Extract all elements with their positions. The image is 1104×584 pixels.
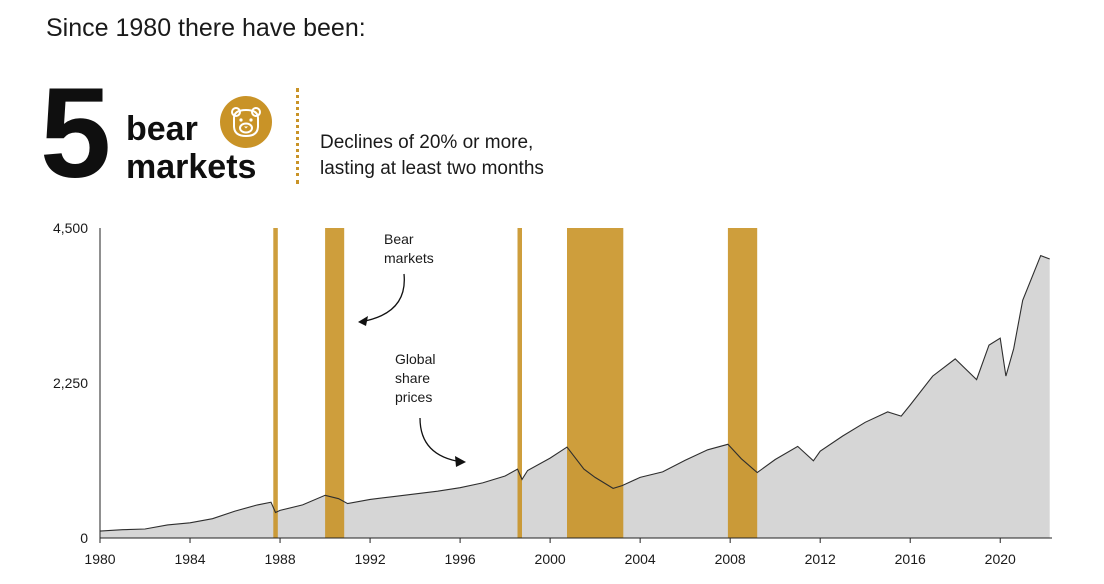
y-tick-label: 0 xyxy=(80,530,88,546)
definition-line-2: lasting at least two months xyxy=(320,158,544,179)
x-tick-label: 2008 xyxy=(715,551,746,567)
annotation-arrowhead-share xyxy=(455,456,466,467)
bear-market-band-4 xyxy=(567,228,624,538)
share-price-chart: 0 2,250 4,500 1980 1984 1988 1992 1996 2000 2004 2… xyxy=(53,220,1052,567)
annotation-arrow-share xyxy=(419,417,463,463)
intro-heading: Since 1980 there have been: xyxy=(46,14,366,42)
x-tick-label: 2004 xyxy=(625,551,656,567)
x-tick-label: 1996 xyxy=(445,551,476,567)
label-line-markets: markets xyxy=(126,148,257,186)
bear-badge xyxy=(220,96,272,148)
annotation-global-share-prices: Global xyxy=(395,351,435,367)
x-tick-label: 1988 xyxy=(264,551,295,567)
bear-count: 5 xyxy=(40,62,111,205)
y-tick-label: 4,500 xyxy=(53,220,88,236)
bear-definition: Declines of 20% or more, lasting at leas… xyxy=(320,130,544,182)
annotation-bear-markets: markets xyxy=(384,250,434,266)
share-price-area xyxy=(100,255,1050,538)
bear-markets-label: bear markets xyxy=(126,110,256,186)
x-tick-label: 2020 xyxy=(985,551,1016,567)
bear-market-band-3 xyxy=(517,228,522,538)
definition-line-1: Declines of 20% or more, xyxy=(320,132,534,153)
annotation-global-share-prices: share xyxy=(395,370,430,386)
share-price-line xyxy=(99,254,1050,532)
annotation-arrowhead-bear xyxy=(358,316,368,326)
x-tick-label: 1980 xyxy=(84,551,115,567)
x-tick-label: 2016 xyxy=(895,551,926,567)
bear-market-band-2 xyxy=(325,228,345,538)
x-tick-label: 1984 xyxy=(174,551,205,567)
x-tick-label: 1992 xyxy=(354,551,385,567)
bear-face-icon xyxy=(231,107,261,138)
bear-market-band-1 xyxy=(273,228,278,538)
y-tick-label: 2,250 xyxy=(53,375,88,391)
x-tick-label: 2012 xyxy=(805,551,836,567)
annotation-arrow-bear xyxy=(359,273,405,323)
bear-market-band-5 xyxy=(727,228,758,538)
annotation-bear-markets: Bear xyxy=(384,231,414,247)
dotted-divider xyxy=(296,88,299,184)
annotation-global-share-prices: prices xyxy=(395,389,432,405)
x-tick-label: 2000 xyxy=(535,551,566,567)
label-line-bear: bear xyxy=(126,110,198,148)
